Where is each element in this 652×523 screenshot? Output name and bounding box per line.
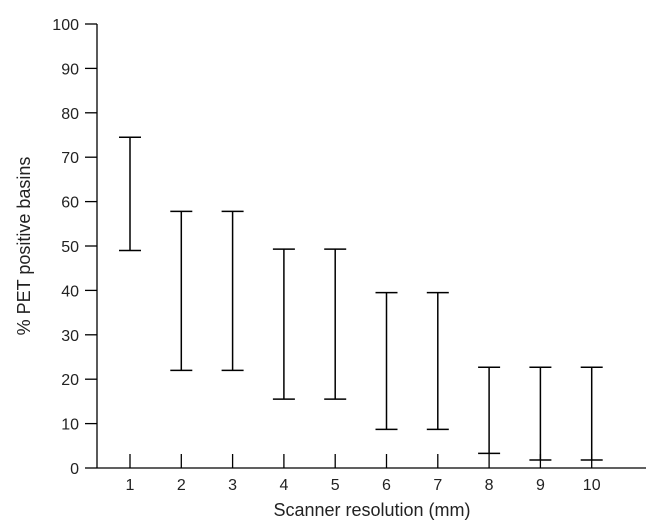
y-tick-label-100: 100 <box>52 17 79 34</box>
error-bar-10 <box>580 366 603 461</box>
y-tick-label-30: 30 <box>61 328 79 345</box>
y-axis-ticks: 0 10 20 30 40 50 60 70 80 90 100 <box>52 17 97 478</box>
y-tick-label-10: 10 <box>61 417 79 434</box>
error-bar-7 <box>426 291 449 431</box>
y-tick-label-0: 0 <box>70 461 79 478</box>
y-tick-label-80: 80 <box>61 106 79 123</box>
x-tick-label-10: 10 <box>583 477 601 494</box>
x-axis-title: Scanner resolution (mm) <box>273 500 470 520</box>
error-bar-4 <box>272 248 295 400</box>
y-tick-label-50: 50 <box>61 239 79 256</box>
error-bars <box>119 136 603 461</box>
error-bar-1 <box>119 136 141 252</box>
x-tick-label-2: 2 <box>177 477 186 494</box>
error-bar-2 <box>170 210 193 372</box>
error-bar-8 <box>478 366 501 455</box>
x-tick-label-4: 4 <box>279 477 288 494</box>
y-tick-label-40: 40 <box>61 283 79 300</box>
x-tick-label-7: 7 <box>433 477 442 494</box>
error-bar-5 <box>324 248 347 400</box>
error-bar-9 <box>529 366 552 461</box>
y-tick-label-90: 90 <box>61 61 79 78</box>
x-tick-label-6: 6 <box>382 477 391 494</box>
error-bar-3 <box>221 210 244 372</box>
y-tick-label-20: 20 <box>61 372 79 389</box>
error-bar-6 <box>375 291 398 431</box>
y-tick-label-70: 70 <box>61 150 79 167</box>
x-tick-label-9: 9 <box>536 477 545 494</box>
y-tick-label-60: 60 <box>61 195 79 212</box>
x-tick-label-1: 1 <box>126 477 135 494</box>
y-axis-title: % PET positive basins <box>14 157 34 336</box>
x-tick-label-3: 3 <box>228 477 237 494</box>
x-tick-label-5: 5 <box>331 477 340 494</box>
x-tick-label-8: 8 <box>485 477 494 494</box>
